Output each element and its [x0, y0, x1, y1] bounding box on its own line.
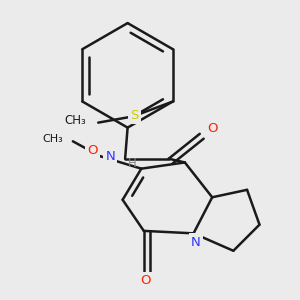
Text: O: O [207, 122, 218, 135]
Text: CH₃: CH₃ [64, 114, 86, 127]
Text: O: O [87, 143, 98, 157]
Text: S: S [130, 109, 139, 122]
Text: CH₃: CH₃ [42, 134, 63, 144]
Text: O: O [140, 274, 150, 287]
Text: N: N [191, 236, 201, 249]
Text: N: N [105, 150, 115, 163]
Text: H: H [128, 157, 136, 170]
